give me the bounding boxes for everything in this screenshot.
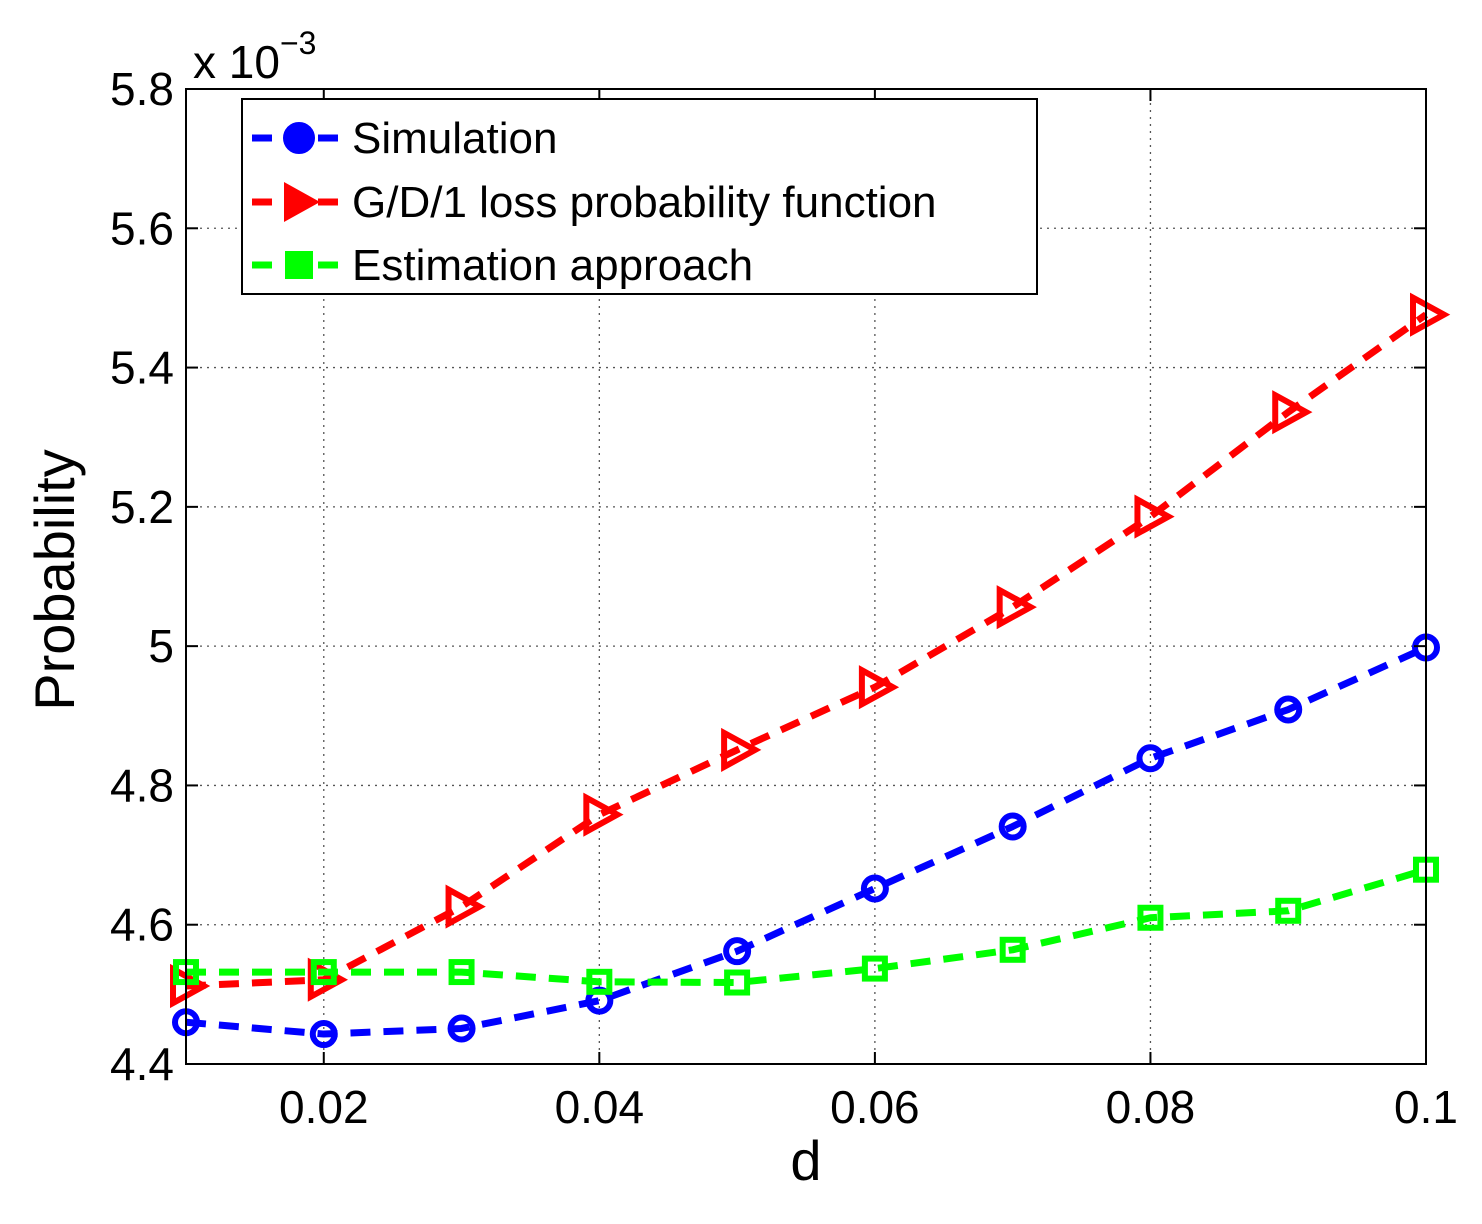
data-point bbox=[724, 969, 751, 996]
data-point bbox=[1274, 695, 1303, 724]
data-point bbox=[310, 959, 337, 986]
legend-box bbox=[241, 98, 1038, 295]
data-point bbox=[1134, 494, 1175, 539]
series-line bbox=[186, 866, 1428, 987]
data-point bbox=[861, 955, 888, 982]
series-line bbox=[185, 311, 1429, 990]
legend-item-3: Estimation approach bbox=[252, 241, 753, 290]
data-point bbox=[583, 792, 624, 837]
y-tick-label: 5.8 bbox=[110, 63, 174, 115]
plot-frame bbox=[185, 88, 1427, 1065]
data-point bbox=[858, 665, 900, 710]
y-tick-labels: 4.4 4.6 4.8 5 5.2 5.4 5.6 5.8 bbox=[110, 63, 174, 1090]
data-point bbox=[448, 959, 475, 986]
x-tick-label: 0.04 bbox=[555, 1081, 645, 1133]
y-tick-label: 4.4 bbox=[110, 1038, 174, 1090]
y-axis-label: Probability bbox=[23, 449, 86, 710]
x-axis-label: d bbox=[790, 1129, 821, 1192]
data-point bbox=[1410, 292, 1451, 337]
y-tick-label: 5 bbox=[148, 620, 174, 672]
legend-item-2: G/D/1 loss probability function bbox=[252, 178, 937, 227]
data-point bbox=[999, 936, 1026, 963]
series-3 bbox=[173, 856, 1439, 996]
data-point bbox=[723, 937, 752, 966]
y-tick-label: 5.6 bbox=[110, 202, 174, 254]
y-tick-label: 5.2 bbox=[110, 481, 174, 533]
x-tick-label: 0.02 bbox=[279, 1081, 369, 1133]
data-point bbox=[860, 874, 889, 903]
legend: Simulation G/D/1 loss probability functio… bbox=[241, 98, 1038, 295]
data-point bbox=[998, 812, 1027, 841]
data-point bbox=[170, 963, 211, 1009]
legend-item-1: Simulation bbox=[252, 114, 557, 163]
legend-label: Simulation bbox=[352, 114, 557, 163]
legend-label: Estimation approach bbox=[352, 241, 753, 290]
data-point bbox=[1137, 904, 1164, 931]
y-tick-label: 5.4 bbox=[110, 342, 174, 394]
data-point bbox=[996, 585, 1037, 630]
legend-marker bbox=[283, 122, 315, 154]
data-point bbox=[309, 1020, 338, 1049]
x-tick-label: 0.06 bbox=[830, 1081, 920, 1133]
series-line bbox=[185, 644, 1428, 1038]
data-point bbox=[445, 884, 486, 929]
y-scale-prefix: x 10 bbox=[193, 36, 280, 88]
legend-marker bbox=[284, 182, 320, 222]
data-point bbox=[1272, 390, 1313, 435]
y-tick-label: 4.6 bbox=[110, 899, 174, 951]
data-point bbox=[721, 727, 762, 772]
x-tick-label: 0.1 bbox=[1394, 1081, 1458, 1133]
data-point bbox=[447, 1014, 476, 1043]
legend-marker bbox=[285, 251, 313, 279]
tick-marks bbox=[186, 88, 1427, 1065]
y-tick-label: 4.8 bbox=[110, 759, 174, 811]
legend-label: G/D/1 loss probability function bbox=[352, 178, 937, 227]
x-tick-labels: 0.02 0.04 0.06 0.08 0.1 bbox=[279, 1081, 1458, 1133]
data-point bbox=[1275, 897, 1302, 924]
data-point bbox=[1136, 744, 1165, 773]
data-point bbox=[586, 968, 613, 995]
y-scale-label: x 10−3 bbox=[193, 25, 316, 88]
y-scale-exponent: −3 bbox=[280, 25, 316, 61]
x-tick-label: 0.08 bbox=[1106, 1081, 1196, 1133]
